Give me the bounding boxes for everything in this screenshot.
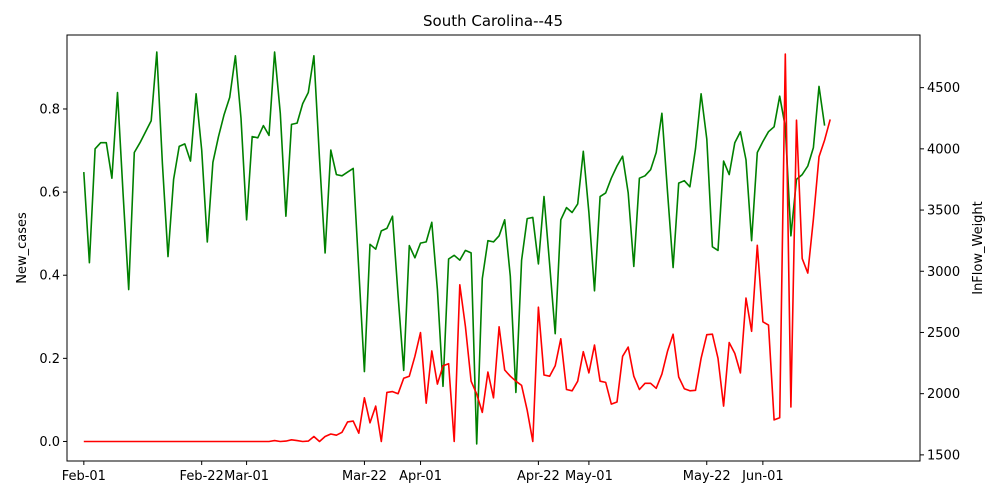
right-tick-label: 2500 (927, 326, 960, 341)
x-tick-label: Feb-01 (62, 469, 106, 484)
plot-frame (66, 34, 921, 462)
left-tick-label: 0.8 (39, 102, 60, 117)
x-tick-label: Apr-01 (399, 469, 442, 484)
series-line-inflow-weight (83, 51, 826, 445)
x-tick-label: May-22 (683, 469, 731, 484)
right-axis-label: InFlow_Weight (971, 201, 986, 295)
chart-title: South Carolina--45 (423, 12, 563, 30)
left-tick-label: 0.2 (39, 352, 60, 367)
right-y-axis: 1500 2000 2500 3000 3500 4000 4500 (920, 81, 960, 463)
plot-lines (83, 51, 831, 445)
right-tick-label: 3000 (927, 265, 960, 280)
x-tick-label: Apr-22 (517, 469, 560, 484)
right-tick-label: 4500 (927, 81, 960, 96)
x-tick-label: Mar-01 (224, 469, 269, 484)
right-tick-label: 4000 (927, 142, 960, 157)
left-axis-label: New_cases (15, 212, 30, 284)
right-tick-label: 3500 (927, 204, 960, 219)
left-tick-label: 0.6 (39, 186, 60, 201)
right-tick-label: 1500 (927, 448, 960, 463)
left-tick-label: 0.0 (39, 435, 60, 450)
left-y-axis: 0.0 0.2 0.4 0.6 0.8 (39, 102, 67, 450)
x-axis: Feb-01 Feb-22 Mar-01 Mar-22 Apr-01 Apr-22 May-… (62, 461, 784, 484)
series-line-new-cases (83, 53, 831, 443)
left-tick-label: 0.4 (39, 269, 60, 284)
x-tick-label: Feb-22 (180, 469, 224, 484)
right-tick-label: 2000 (927, 387, 960, 402)
x-tick-label: May-01 (565, 469, 613, 484)
x-tick-label: Jun-01 (741, 469, 784, 484)
x-tick-label: Mar-22 (342, 469, 387, 484)
